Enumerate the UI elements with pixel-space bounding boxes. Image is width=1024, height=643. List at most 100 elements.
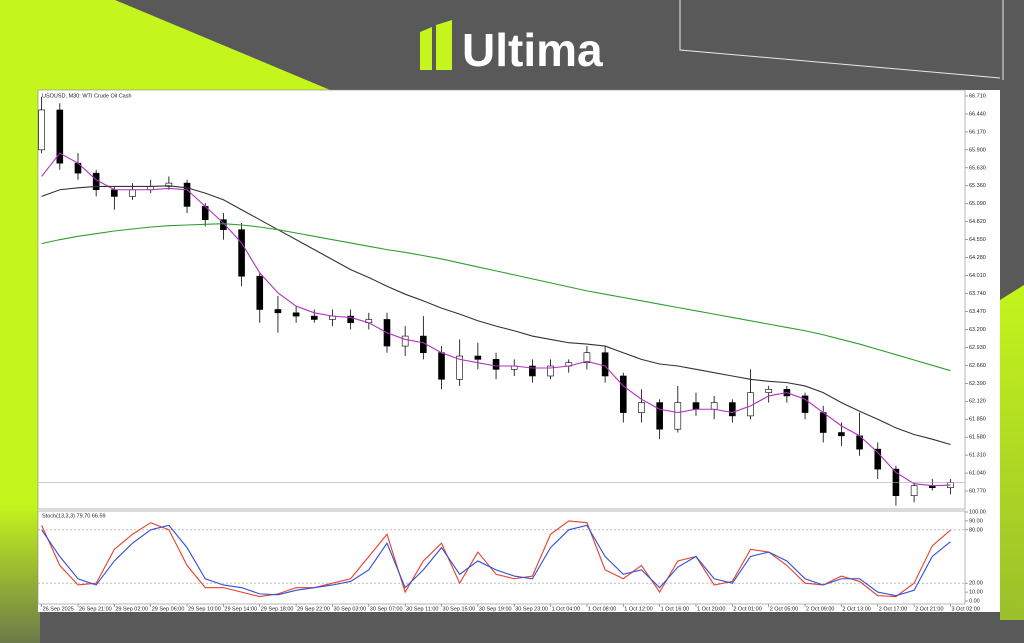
candle-body [220, 219, 227, 230]
y-tick-label: 65.090 [969, 201, 986, 207]
candle-body [56, 109, 64, 164]
series-line [41, 520, 951, 598]
series-line [41, 185, 951, 446]
x-tick-label: 3 Oct 02:00 [951, 606, 979, 612]
x-tick-label: 26 Sep 2025 [43, 606, 74, 612]
x-tick-label: 26 Sep 21:00 [79, 606, 112, 612]
y-tick-label: 64.010 [969, 273, 986, 279]
x-tick-label: 29 Sep 02:00 [115, 606, 148, 612]
x-tick-label: 2 Oct 01:00 [733, 606, 761, 612]
x-tick-label: 1 Oct 04:00 [552, 606, 580, 612]
chart-title: Stoch(13,3,3) 79.70 66.59 [42, 513, 106, 519]
candle-body [838, 432, 845, 437]
candle-body [183, 182, 191, 207]
candle-body [583, 352, 591, 363]
y-tick-label: 62.930 [969, 345, 986, 351]
x-tick-label: 30 Sep 23:00 [515, 606, 548, 612]
x-tick-label: 29 Sep 18:00 [261, 606, 294, 612]
x-tick-label: 30 Sep 11:00 [406, 606, 438, 612]
y-tick-label: 63.470 [969, 309, 986, 315]
y-tick-label: 65.360 [969, 183, 986, 189]
candle-body [910, 485, 918, 496]
x-tick-label: 2 Oct 05:00 [770, 606, 798, 612]
y-tick-label: 10.00 [969, 590, 983, 596]
candle-body [547, 365, 554, 377]
y-tick-label: 90.00 [969, 518, 983, 524]
y-tick-label: 20.00 [969, 581, 983, 587]
y-tick-label: 66.710 [969, 93, 986, 99]
candle-body [729, 402, 736, 417]
y-tick-label: 62.390 [969, 381, 986, 387]
y-tick-label: 61.580 [969, 435, 986, 441]
x-tick-label: 1 Oct 16:00 [661, 606, 689, 612]
y-tick-label: 64.280 [969, 255, 986, 261]
accent-strip [1000, 285, 1024, 620]
x-tick-label: 1 Oct 08:00 [588, 606, 616, 612]
y-tick-label: 61.040 [969, 471, 986, 477]
candle-body [129, 189, 136, 197]
x-tick-label: 2 Oct 13:00 [842, 606, 870, 612]
x-tick-label: 2 Oct 21:00 [915, 606, 943, 612]
candle-body [674, 402, 682, 430]
candle-body [819, 412, 827, 433]
y-tick-label: 66.440 [969, 111, 986, 117]
candle-body [638, 402, 645, 413]
candle-body [874, 448, 882, 470]
x-tick-label: 2 Oct 17:00 [879, 606, 907, 612]
logo-icon [420, 27, 432, 70]
y-tick-label: 63.740 [969, 291, 986, 297]
candle-body [656, 402, 663, 430]
chart-panel [38, 90, 1000, 612]
y-tick-label: 62.120 [969, 399, 986, 405]
candle-body [765, 388, 772, 393]
x-tick-label: 30 Sep 03:00 [333, 606, 366, 612]
y-tick-label: 66.170 [969, 129, 986, 135]
x-tick-label: 1 Oct 12:00 [624, 606, 652, 612]
candle-body [310, 315, 318, 320]
y-tick-label: 100.00 [969, 509, 986, 515]
x-tick-label: 30 Sep 15:00 [443, 606, 476, 612]
x-tick-label: 29 Sep 10:00 [188, 606, 221, 612]
candle-body [601, 352, 609, 377]
y-tick-label: 64.820 [969, 219, 986, 225]
y-tick-label: 63.200 [969, 327, 986, 333]
x-tick-label: 29 Sep 14:00 [224, 606, 257, 612]
candle-body [165, 182, 173, 187]
candle-body [401, 335, 409, 347]
y-tick-label: 65.630 [969, 165, 986, 171]
series-line [41, 152, 951, 487]
candle-body [529, 365, 536, 377]
series-line [41, 223, 951, 372]
candle-body [111, 189, 118, 197]
candle-body [347, 315, 354, 324]
x-tick-label: 30 Sep 07:00 [370, 606, 403, 612]
chart-title: USOUSD, M30: WTI Crude Oil Cash [42, 93, 132, 99]
candle-body [292, 312, 300, 317]
candle-body [492, 359, 500, 370]
accent-shape [0, 0, 335, 92]
y-tick-label: 65.900 [969, 147, 986, 153]
plot-frame [37, 89, 966, 510]
x-tick-label: 1 Oct 20:00 [697, 606, 725, 612]
brand-name: Ultima [462, 24, 603, 76]
y-tick-label: 0.00 [969, 598, 980, 604]
candle-body [438, 352, 445, 380]
x-tick-label: 29 Sep 06:00 [152, 606, 185, 612]
candle-body [619, 375, 627, 413]
candle-body [692, 402, 700, 410]
series-line [41, 524, 951, 597]
plot-frame [37, 510, 966, 605]
candle-body [256, 275, 264, 310]
decor-line [679, 0, 1001, 79]
x-tick-label: 30 Sep 19:00 [479, 606, 512, 612]
candle-body [274, 309, 282, 314]
logo-icon [436, 20, 452, 70]
candle-body [238, 229, 245, 277]
y-tick-label: 64.550 [969, 237, 986, 243]
candle-body [710, 402, 718, 410]
candle-body [456, 355, 463, 380]
y-tick-label: 60.770 [969, 488, 986, 494]
x-tick-label: 2 Oct 09:00 [806, 606, 834, 612]
